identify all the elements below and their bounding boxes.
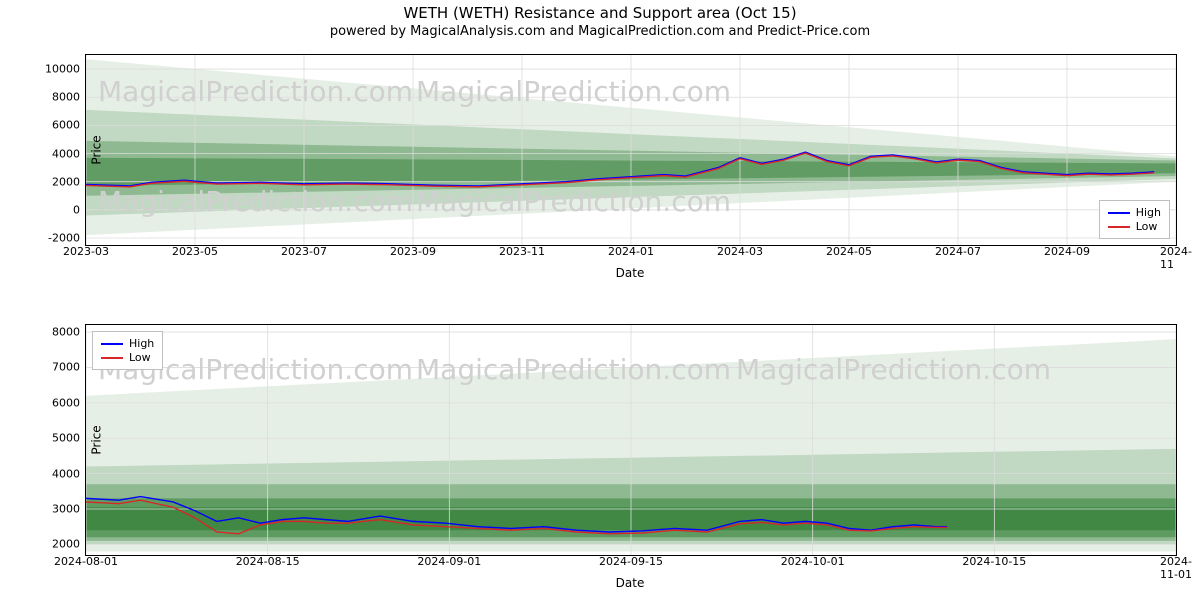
xtick-label: 2024-01	[608, 245, 654, 258]
chart-top: Price -20000200040006000800010000 2023-0…	[85, 54, 1177, 246]
xtick-label: 2023-07	[281, 245, 327, 258]
ytick-label: 4000	[20, 147, 80, 160]
ytick-label: 6000	[20, 396, 80, 409]
chart2-ylabel: Price	[90, 425, 104, 454]
legend-swatch-high	[101, 343, 123, 345]
legend-row-low: Low	[101, 351, 154, 364]
chart2-plot	[86, 325, 1176, 555]
legend-label-low: Low	[129, 351, 151, 364]
xtick-label: 2024-09	[1044, 245, 1090, 258]
legend-swatch-low	[101, 357, 123, 359]
ytick-label: 2000	[20, 175, 80, 188]
legend-row-high: High	[101, 337, 154, 350]
legend-label-high: High	[1136, 206, 1161, 219]
xtick-label: 2024-07	[935, 245, 981, 258]
chart2-legend: High Low	[92, 331, 163, 370]
xtick-label: 2024-10-01	[781, 555, 845, 568]
ytick-label: -2000	[20, 231, 80, 244]
xtick-label: 2024-09-15	[599, 555, 663, 568]
ytick-label: 8000	[20, 326, 80, 339]
xtick-label: 2024-05	[826, 245, 872, 258]
ytick-label: 8000	[20, 91, 80, 104]
ytick-label: 0	[20, 203, 80, 216]
chart1-ylabel: Price	[90, 135, 104, 164]
chart1-plot	[86, 55, 1176, 245]
legend-swatch-high	[1108, 212, 1130, 214]
ytick-label: 6000	[20, 119, 80, 132]
legend-row-low: Low	[1108, 220, 1161, 233]
chart1-legend: High Low	[1099, 200, 1170, 239]
xtick-label: 2024-03	[717, 245, 763, 258]
chart-title: WETH (WETH) Resistance and Support area …	[0, 4, 1200, 22]
chart-bottom: Price 2000300040005000600070008000 2024-…	[85, 324, 1177, 556]
ytick-label: 2000	[20, 538, 80, 551]
ytick-label: 7000	[20, 361, 80, 374]
chart-subtitle: powered by MagicalAnalysis.com and Magic…	[0, 24, 1200, 39]
xtick-label: 2024-10-15	[962, 555, 1026, 568]
ytick-label: 4000	[20, 467, 80, 480]
xtick-label: 2024-09-01	[417, 555, 481, 568]
legend-label-high: High	[129, 337, 154, 350]
xtick-label: 2023-09	[390, 245, 436, 258]
ytick-label: 5000	[20, 432, 80, 445]
xtick-label: 2024-08-01	[54, 555, 118, 568]
chart2-xlabel: Date	[85, 576, 1175, 590]
xtick-label: 2023-03	[63, 245, 109, 258]
ytick-label: 3000	[20, 503, 80, 516]
chart2-yticks: 2000 3000 4000 5000 6000 7000 8000	[20, 325, 80, 555]
xtick-label: 2023-05	[172, 245, 218, 258]
legend-label-low: Low	[1136, 220, 1158, 233]
chart1-xlabel: Date	[85, 266, 1175, 280]
ytick-label: 10000	[20, 63, 80, 76]
chart1-xticks: 2023-032023-052023-072023-092023-112024-…	[86, 245, 1176, 263]
chart2-xticks: 2024-08-012024-08-152024-09-012024-09-15…	[86, 555, 1176, 573]
chart1-yticks: -2000 0 2000 4000 6000 8000 10000	[20, 55, 80, 245]
legend-swatch-low	[1108, 226, 1130, 228]
legend-row-high: High	[1108, 206, 1161, 219]
xtick-label: 2024-08-15	[236, 555, 300, 568]
xtick-label: 2023-11	[499, 245, 545, 258]
